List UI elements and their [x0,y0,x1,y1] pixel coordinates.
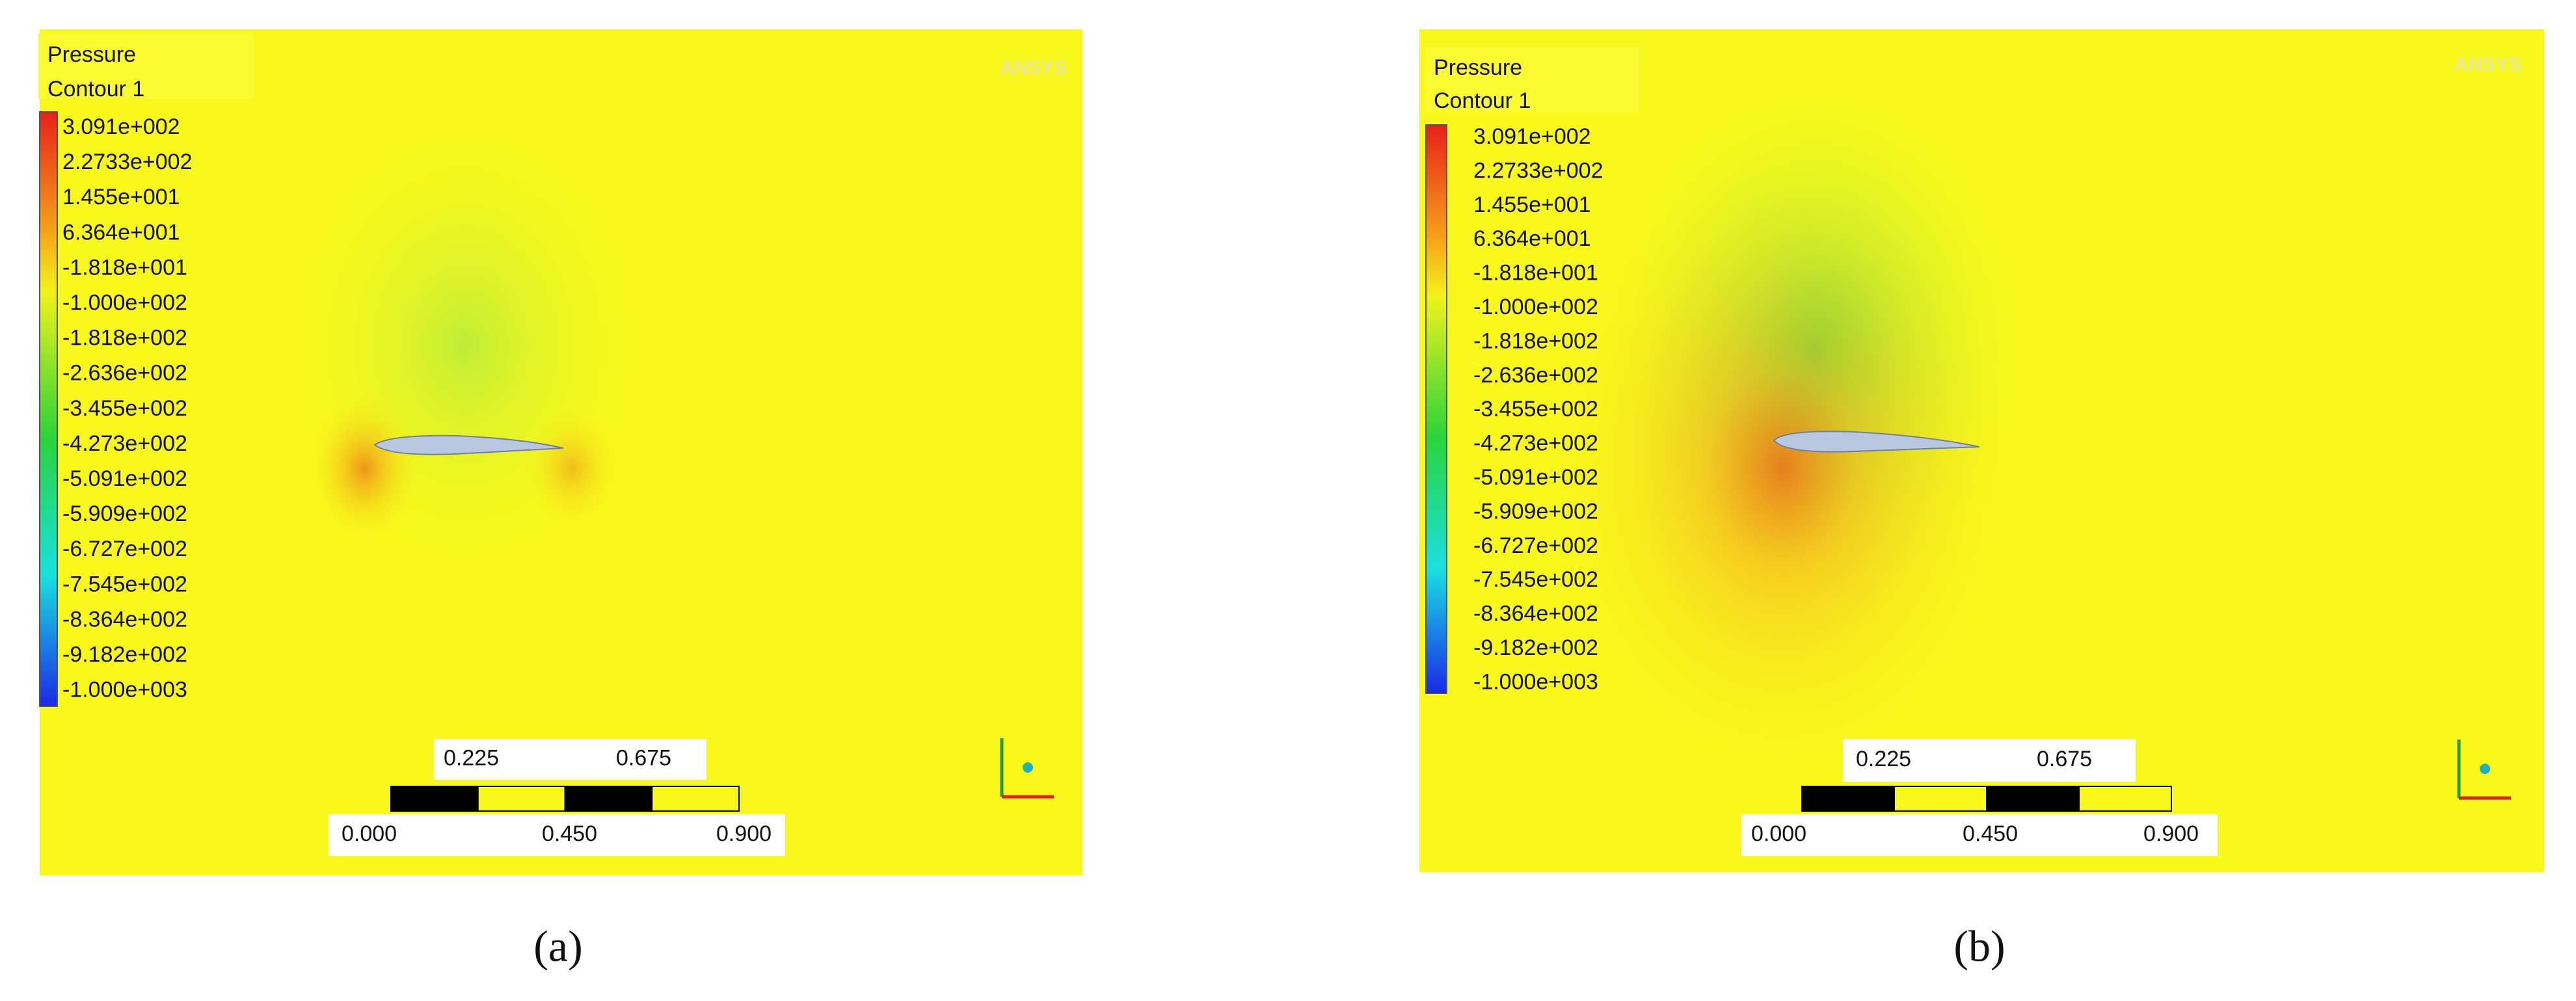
scale-label: 0.675 [616,745,671,770]
stagnation-zone [306,390,423,546]
scale-segment [390,786,479,812]
caption: (a) [533,922,582,971]
scale-segment [651,786,740,812]
airfoil [1773,431,1980,453]
scale-box [434,739,706,780]
colorbar-label: -9.182e+002 [1473,635,1598,660]
scale-label: 0.675 [2037,747,2092,771]
legend-title: Pressure [47,42,136,67]
scale-label: 0.900 [2143,821,2199,846]
airfoil [373,434,564,455]
colorbar [39,111,58,707]
scale-box [1843,739,2136,782]
colorbar-label: 2.2733e+002 [62,150,192,174]
colorbar-label: -2.636e+002 [62,361,187,386]
legend-title: Contour 1 [1434,88,1531,113]
colorbar-label: -2.636e+002 [1473,363,1598,388]
axis-z [2480,764,2490,774]
colorbar-label: -3.455e+002 [1473,397,1598,421]
scale-segment [1801,786,1895,812]
colorbar-label: -5.909e+002 [1473,499,1598,524]
scale-segment [1986,786,2080,812]
scale-segment [2078,786,2172,812]
colorbar-label: -7.545e+002 [1473,567,1598,592]
colorbar-label: -6.727e+002 [1473,533,1598,558]
scale-box [329,814,785,856]
caption: (b) [1953,922,2005,971]
high-pressure-zone [1535,143,2030,794]
watermark: ANSYS [1000,57,1067,79]
scale-label: 0.000 [342,821,397,846]
colorbar-label: -5.091e+002 [62,466,187,491]
colorbar-label: 3.091e+002 [1473,124,1591,149]
scale-box [1741,814,2218,856]
scale-label: 0.450 [1963,821,2018,846]
colorbar-label: -9.182e+002 [62,642,187,667]
colorbar-label: -8.364e+002 [1473,602,1598,626]
legend-bg [38,34,253,99]
scale-segment [477,786,566,812]
scale-label: 0.225 [1856,747,1911,771]
scale-segment [1894,786,1987,812]
trailing-zone [520,403,624,533]
colorbar-label: -7.545e+002 [62,572,187,596]
colorbar-label: -4.273e+002 [1473,431,1598,456]
colorbar-label: -3.455e+002 [62,396,187,421]
colorbar-label: -1.818e+001 [62,255,187,280]
scale-label: 0.225 [444,745,499,770]
colorbar-label: -5.909e+002 [62,501,187,526]
colorbar-label: -1.000e+003 [62,678,187,702]
legend-title: Contour 1 [47,77,144,101]
colorbar-label: 2.2733e+002 [1473,158,1603,183]
colorbar-label: 6.364e+001 [62,220,180,245]
scale-label: 0.900 [716,821,771,846]
legend-bg [1425,47,1639,112]
colorbar-label: -1.000e+003 [1473,669,1598,694]
watermark: ANSYS [2454,54,2521,75]
colorbar-label: -1.000e+002 [62,290,187,315]
colorbar-label: -6.727e+002 [62,537,187,561]
colorbar [1425,124,1447,694]
colorbar-label: -1.818e+002 [1473,328,1598,353]
axis-z [1023,762,1033,773]
colorbar-label: 6.364e+001 [1473,226,1591,251]
colorbar-label: 3.091e+002 [62,114,180,139]
colorbar-label: 1.455e+001 [62,185,180,209]
colorbar-label: -1.818e+001 [1473,261,1598,286]
scale-label: 0.000 [1751,821,1806,846]
scale-label: 0.450 [542,821,597,846]
colorbar-label: -1.000e+002 [1473,295,1598,319]
colorbar-label: -8.364e+002 [62,607,187,632]
colorbar-label: -1.818e+002 [62,326,187,351]
legend-title: Pressure [1434,55,1522,80]
colorbar-label: -5.091e+002 [1473,465,1598,490]
colorbar-label: 1.455e+001 [1473,193,1591,217]
colorbar-label: -4.273e+002 [62,431,187,456]
scale-segment [564,786,653,812]
